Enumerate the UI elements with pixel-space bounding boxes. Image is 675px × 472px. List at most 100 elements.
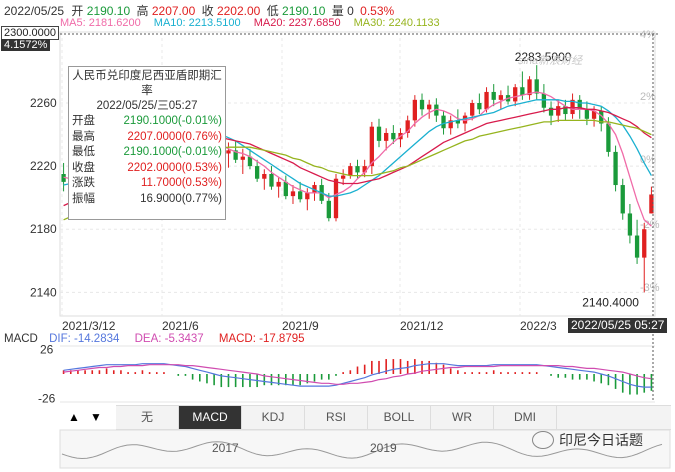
volume-value: 0 — [347, 4, 354, 18]
tab-dmi[interactable]: DMI — [494, 406, 557, 429]
ma20-legend: MA20: 2237.6850 — [253, 17, 341, 29]
tooltip-title: 人民币兑印度尼西亚盾即期汇率 — [72, 70, 222, 97]
candle-body — [412, 99, 417, 121]
candle-body — [254, 166, 260, 179]
watermark-text: sina新浪财经 — [518, 55, 583, 67]
candle-body — [369, 126, 374, 167]
macd-tick-label: -26 — [38, 391, 56, 405]
tab-rsi[interactable]: RSI — [305, 406, 368, 429]
x-tick-label: 2021/12 — [400, 319, 444, 333]
ma5-legend: MA5: 2181.6200 — [60, 17, 141, 29]
candle-body — [427, 104, 432, 110]
tooltip-label: 收盘 — [72, 161, 95, 174]
low-label: 低 — [266, 4, 279, 18]
crosshair-pct-box: 4.1572% — [1, 39, 51, 51]
wechat-icon — [532, 431, 554, 449]
y-axis-labels: 2140 2180 2220 2260 — [30, 96, 57, 299]
pct-tick-label: 4% — [640, 29, 656, 41]
wechat-badge: 印尼今日话题 — [532, 430, 643, 450]
macd-legend: MACD DIF: -14.2834 DEA: -5.3437 MACD: -1… — [4, 333, 305, 345]
candle-body — [563, 106, 568, 115]
x-tick-label: 2022/3 — [520, 319, 557, 333]
y-tick-label: 2220 — [30, 159, 57, 173]
candle-body — [627, 213, 633, 236]
tooltip-label: 最低 — [72, 146, 95, 159]
candle-body — [276, 181, 281, 187]
ma30-legend: MA30: 2240.1133 — [353, 17, 440, 29]
pct-tick-label: -3% — [640, 282, 660, 294]
crosshair-price: 2300.0000 — [4, 27, 56, 39]
tooltip-label: 开盘 — [72, 115, 95, 127]
candle-body — [470, 103, 475, 116]
macd-title: MACD — [4, 333, 38, 345]
overview-year-label: 2019 — [370, 441, 397, 455]
candle-body — [498, 95, 504, 100]
ma10-legend: MA10: 2213.5100 — [153, 17, 241, 29]
y-tick-label: 2260 — [30, 96, 57, 110]
tooltip-value: 2190.1000(-0.01%) — [123, 115, 222, 127]
candle-body — [462, 115, 468, 124]
tooltip-datetime: 2022/05/25/三05:27 — [96, 100, 198, 112]
volume-label: 量 — [331, 4, 344, 18]
tooltip-label: 涨跌 — [72, 177, 95, 190]
pct-tick-label: 2% — [640, 91, 656, 103]
dif-line — [63, 363, 652, 388]
candle-body — [534, 79, 539, 94]
candle-body — [240, 156, 245, 160]
tab-kdj[interactable]: KDJ — [242, 406, 305, 429]
candle-body — [634, 235, 640, 258]
candle-body — [312, 185, 317, 193]
max-price-annotation: 2283.5000 — [515, 50, 572, 64]
tab-none[interactable]: 无 — [116, 406, 179, 429]
y-tick-label: 2180 — [30, 222, 57, 236]
candle-body — [262, 174, 267, 179]
high-value: 2207.00 — [151, 4, 196, 18]
candle-body — [556, 106, 561, 116]
tooltip-value: 11.7000(0.53%) — [141, 177, 222, 190]
x-axis-labels: 2021/3/12 2021/6 2021/9 2021/12 2022/3 — [62, 319, 557, 333]
indicator-tabs: 无 MACD KDJ RSI BOLL WR DMI — [116, 405, 671, 430]
x-tick-label: 2021/6 — [162, 319, 199, 333]
candle-body — [477, 103, 482, 110]
candle-body — [441, 115, 446, 129]
candle-body — [269, 174, 274, 187]
candle-body — [520, 87, 525, 96]
tooltip-value: 2207.0000(0.76%) — [127, 130, 222, 143]
candle-body — [283, 181, 288, 197]
tooltip-value: 2190.1000(-0.01%) — [123, 146, 222, 159]
candle-body — [434, 104, 439, 116]
nav-down-button[interactable]: ▼ — [90, 410, 102, 424]
wechat-label: 印尼今日话题 — [559, 432, 643, 448]
tooltip-row-low: 最低 2190.1000(-0.01%) — [69, 145, 225, 161]
candle-body — [455, 120, 461, 124]
overview-year-label: 2017 — [212, 441, 239, 455]
tooltip-value: 2202.0000(0.53%) — [127, 161, 222, 174]
candle-body — [448, 120, 453, 129]
crosshair-price-box: 2300.0000 — [1, 26, 59, 40]
cursor-time: 2022/05/25 05:27 — [571, 318, 665, 332]
candle-body — [391, 132, 396, 140]
min-price-annotation: 2140.4000 — [582, 295, 639, 309]
dea-line — [63, 364, 652, 385]
candle-body — [606, 123, 611, 152]
nav-up-button[interactable]: ▲ — [68, 410, 80, 424]
tab-boll[interactable]: BOLL — [368, 406, 431, 429]
crosshair-pct: 4.1572% — [4, 39, 48, 51]
candle-body — [348, 166, 353, 176]
plot-frame — [59, 31, 656, 317]
tab-wr[interactable]: WR — [431, 406, 494, 429]
candle-body — [527, 79, 532, 96]
overview-line — [61, 441, 663, 460]
low-value: 2190.10 — [282, 4, 326, 18]
candle-body — [298, 191, 303, 200]
candle-body — [613, 151, 618, 186]
overview-strip: 2017 2019 — [59, 429, 671, 469]
tab-macd[interactable]: MACD — [179, 406, 242, 429]
candle-body — [376, 126, 382, 141]
grid-lines — [59, 31, 656, 317]
candle-body — [548, 107, 554, 116]
overview-frame — [59, 429, 671, 469]
candle-body — [290, 191, 296, 197]
